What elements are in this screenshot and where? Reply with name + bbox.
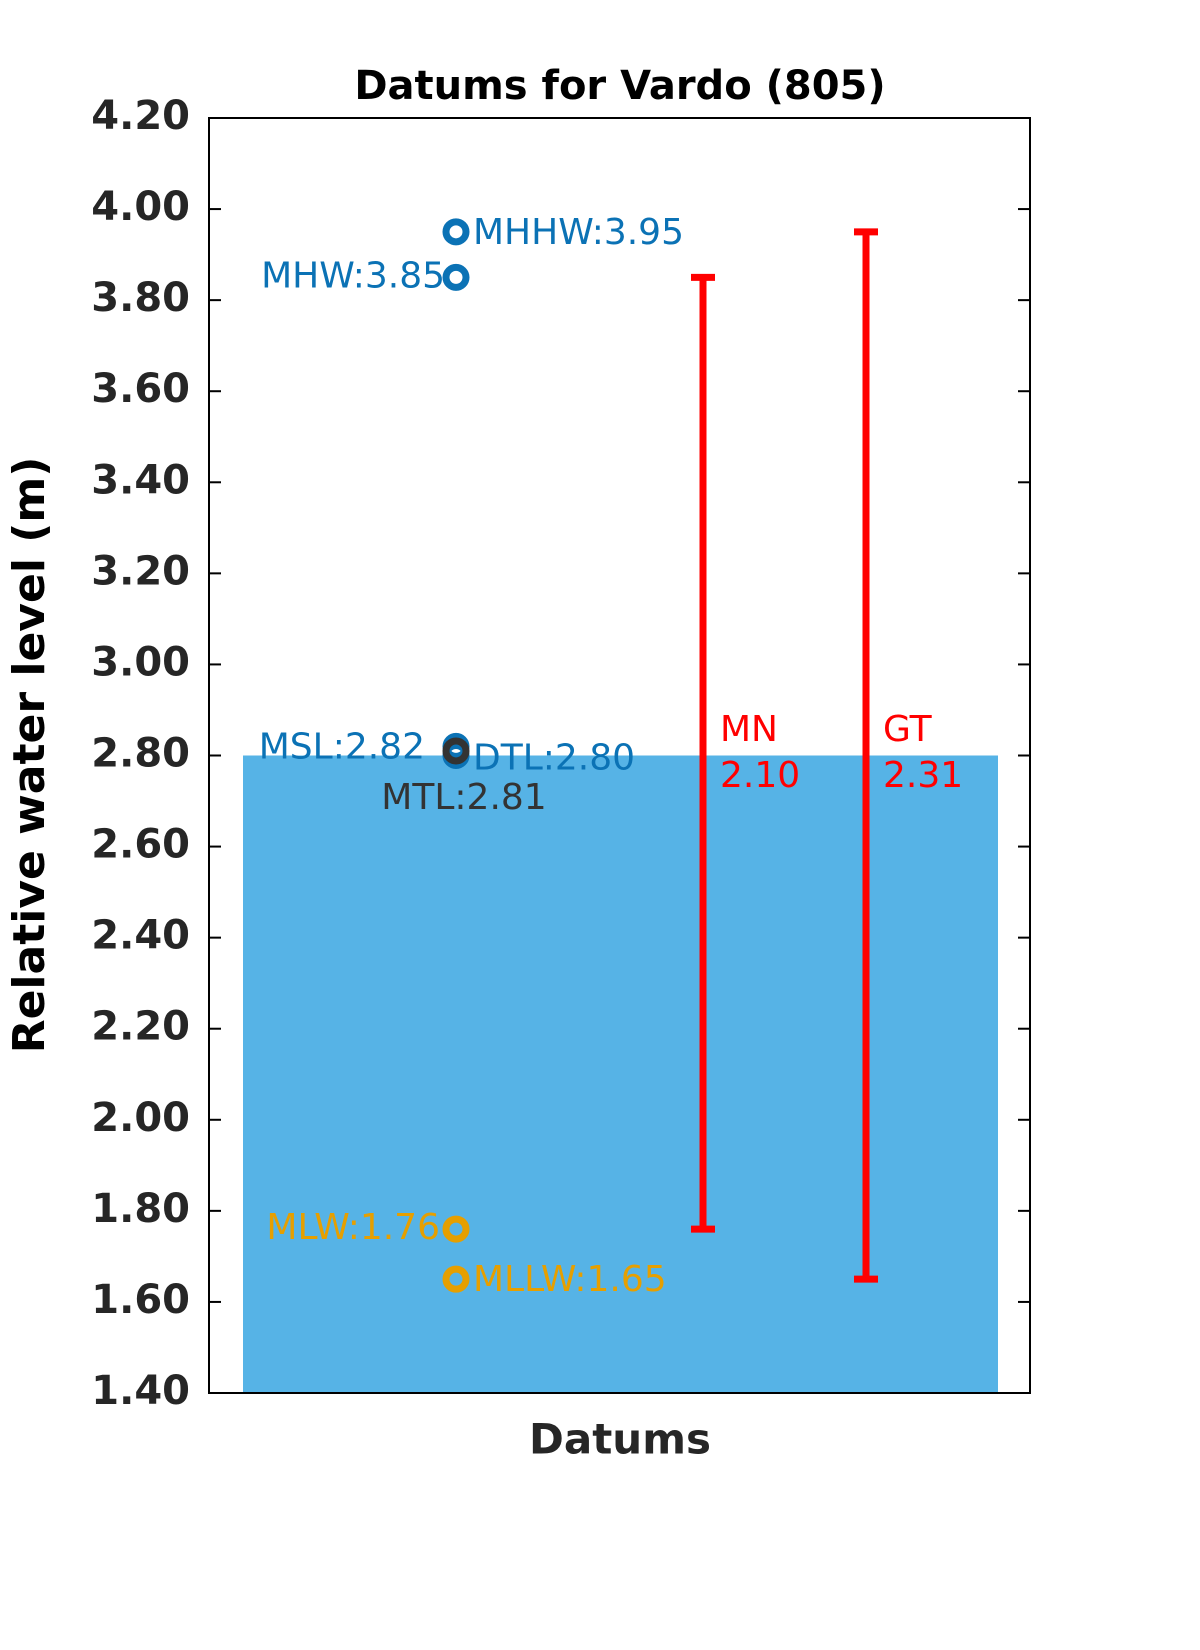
datum-label: MHHW:3.95 — [473, 212, 684, 253]
y-tick-label: 3.40 — [91, 457, 190, 503]
datum-label: MLW:1.76 — [266, 1207, 440, 1248]
y-axis-label: Relative water level (m) — [4, 457, 55, 1054]
y-tick-label: 3.00 — [91, 639, 190, 685]
y-tick-label: 3.80 — [91, 275, 190, 321]
datum-label: DTL:2.80 — [473, 738, 635, 779]
range-value: 2.10 — [720, 755, 800, 796]
y-tick-label: 3.60 — [91, 366, 190, 412]
y-tick-label: 2.60 — [91, 822, 190, 868]
bar — [243, 755, 998, 1393]
datum-label: MLLW:1.65 — [473, 1259, 667, 1300]
x-axis-label: Datums — [529, 1415, 711, 1464]
range-name: GT — [883, 709, 933, 750]
datum-label: MHW:3.85 — [261, 255, 445, 296]
range-name: MN — [720, 709, 778, 750]
y-tick-label: 4.20 — [91, 93, 190, 139]
y-tick-label: 2.00 — [91, 1095, 190, 1141]
datum-marker — [442, 1265, 470, 1293]
y-tick-label: 1.80 — [91, 1186, 190, 1232]
datum-marker — [442, 218, 470, 246]
y-tick-label: 1.40 — [91, 1368, 190, 1414]
datum-marker — [442, 1215, 470, 1243]
y-tick-label: 2.20 — [91, 1004, 190, 1050]
datum-label: MSL:2.82 — [259, 726, 425, 767]
datum-marker — [442, 737, 470, 765]
range-value: 2.31 — [883, 755, 963, 796]
datum-label: MTL:2.81 — [381, 777, 546, 818]
chart-title: Datums for Vardo (805) — [354, 63, 885, 109]
y-tick-label: 4.00 — [91, 184, 190, 230]
y-tick-label: 1.60 — [91, 1277, 190, 1323]
datum-marker — [442, 263, 470, 291]
y-tick-label: 2.80 — [91, 731, 190, 777]
y-tick-label: 3.20 — [91, 548, 190, 594]
y-tick-label: 2.40 — [91, 913, 190, 959]
